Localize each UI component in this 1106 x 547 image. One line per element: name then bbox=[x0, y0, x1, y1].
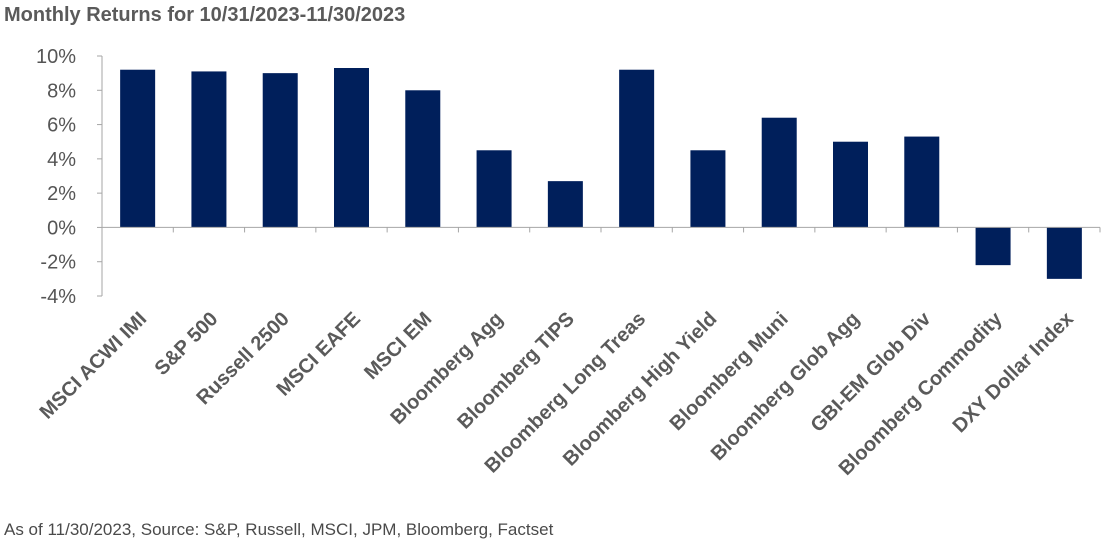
y-tick-label: -2% bbox=[40, 252, 76, 274]
y-tick-label: 0% bbox=[47, 217, 76, 239]
chart-title: Monthly Returns for 10/31/2023-11/30/202… bbox=[4, 4, 406, 26]
y-tick-label: 2% bbox=[47, 183, 76, 205]
bar-bloomberg-muni bbox=[761, 117, 797, 228]
category-label: Bloomberg Muni bbox=[666, 308, 793, 435]
source-note: As of 11/30/2023, Source: S&P, Russell, … bbox=[4, 520, 554, 539]
y-tick-label: 6% bbox=[47, 115, 76, 137]
bar-msci-acwi-imi bbox=[120, 69, 156, 228]
bar-s-p-500 bbox=[191, 71, 227, 228]
bar-bloomberg-commodity bbox=[975, 227, 1011, 266]
category-label: MSCI EM bbox=[360, 308, 436, 384]
bar-dxy-dollar-index bbox=[1046, 227, 1082, 279]
y-tick-label: 10% bbox=[36, 46, 76, 68]
bar-msci-eafe bbox=[334, 68, 369, 228]
bars bbox=[120, 68, 1082, 279]
bar-bloomberg-tips bbox=[547, 181, 583, 228]
y-tick-label: 4% bbox=[47, 149, 76, 171]
y-tick-label: 8% bbox=[47, 80, 76, 102]
bar-bloomberg-long-treas bbox=[619, 69, 655, 228]
y-axis: 10% 8% 6% 4% 2% 0% -2% -4% bbox=[36, 46, 103, 308]
category-label: S&P 500 bbox=[151, 308, 223, 380]
bar-msci-em bbox=[405, 90, 441, 228]
bar-gbi-em-glob-div bbox=[904, 136, 940, 228]
bar-russell-2500 bbox=[262, 73, 298, 228]
category-label: DXY Dollar Index bbox=[949, 308, 1078, 437]
category-label: MSCI ACWI IMI bbox=[36, 308, 152, 424]
category-label: GBI-EM Glob Div bbox=[807, 307, 936, 436]
bar-bloomberg-glob-agg bbox=[833, 141, 868, 228]
zero-axis-line bbox=[101, 226, 1101, 233]
bar-bloomberg-high-yield bbox=[690, 150, 726, 228]
bar-bloomberg-agg bbox=[476, 150, 512, 228]
y-tick-label: -4% bbox=[40, 286, 76, 308]
